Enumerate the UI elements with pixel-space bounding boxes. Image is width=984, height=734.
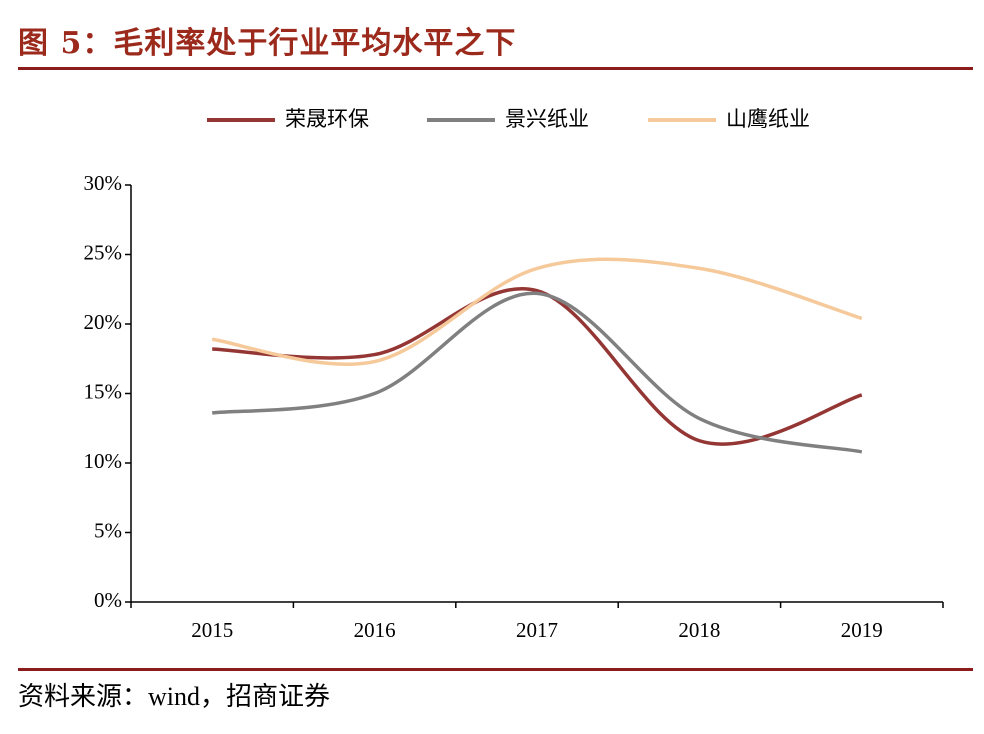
y-tick-label: 20% bbox=[84, 310, 123, 334]
x-tick-label: 2016 bbox=[354, 618, 396, 642]
y-tick-label: 5% bbox=[94, 518, 122, 542]
y-tick-label: 10% bbox=[84, 449, 123, 473]
x-tick-label: 2019 bbox=[841, 618, 883, 642]
series-line bbox=[211, 257, 863, 366]
x-tick-label: 2018 bbox=[678, 618, 720, 642]
y-tick-label: 30% bbox=[84, 171, 123, 195]
legend-label: 荣晟环保 bbox=[285, 107, 369, 131]
title-rule bbox=[18, 67, 973, 70]
x-tick-label: 2015 bbox=[191, 618, 233, 642]
y-tick-label: 15% bbox=[84, 379, 123, 403]
footer-rule bbox=[18, 668, 973, 671]
source-note: 资料来源：wind，招商证券 bbox=[18, 682, 331, 711]
chart-title: 图 5：毛利率处于行业平均水平之下 bbox=[18, 26, 517, 61]
y-tick-label: 25% bbox=[84, 240, 123, 264]
legend-label: 景兴纸业 bbox=[505, 107, 589, 131]
x-tick-label: 2017 bbox=[516, 618, 558, 642]
series-line bbox=[212, 287, 863, 446]
legend-label: 山鹰纸业 bbox=[726, 107, 810, 131]
y-tick-label: 0% bbox=[94, 588, 122, 612]
series-line bbox=[211, 291, 863, 454]
